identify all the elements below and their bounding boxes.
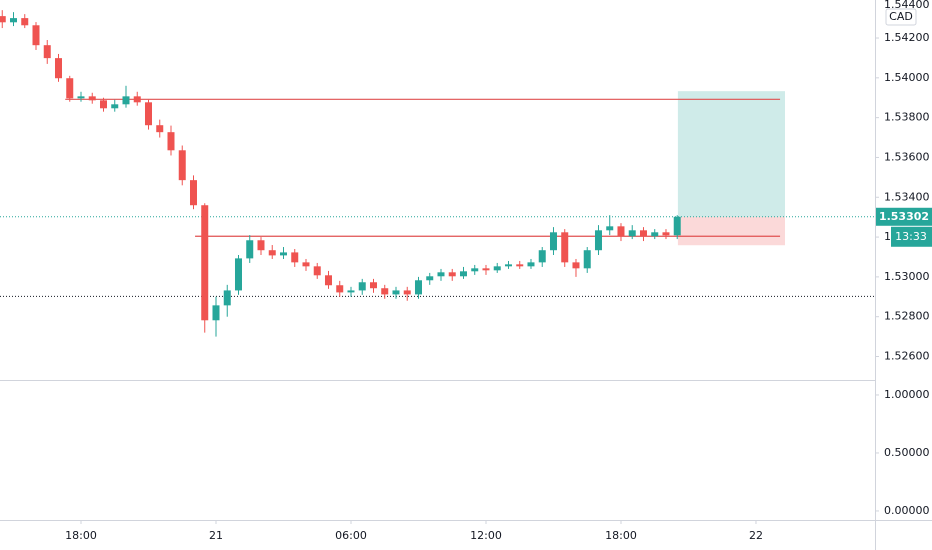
y-tick-label: 1.52800 — [884, 310, 930, 323]
candle-body — [549, 232, 557, 251]
currency-box — [885, 8, 917, 26]
candle-body — [673, 216, 681, 236]
candle-body — [651, 232, 659, 237]
indicator-tick-label: 1.00000 — [884, 388, 930, 401]
candle-body — [617, 226, 625, 237]
candle-body — [527, 262, 535, 267]
candle-body — [212, 305, 220, 321]
candle-body — [459, 271, 467, 277]
candle-body — [414, 280, 422, 295]
candle-body — [246, 240, 254, 259]
candle-body — [21, 18, 29, 26]
candle-body — [381, 288, 389, 295]
candle-body — [122, 96, 130, 105]
y-tick-label: 1.53800 — [884, 111, 930, 124]
countdown-box — [891, 226, 932, 247]
candle-body — [201, 205, 209, 321]
candle-body — [516, 264, 524, 267]
candle-body — [493, 266, 501, 271]
x-tick-label: 18:00 — [605, 529, 637, 542]
candle-body — [594, 230, 602, 251]
candle-body — [189, 180, 197, 206]
candle-body — [437, 272, 445, 277]
candle-body — [482, 268, 490, 271]
candle-body — [291, 252, 299, 263]
x-tick-label: 06:00 — [335, 529, 367, 542]
candle-body — [336, 285, 344, 293]
candle-body — [257, 240, 265, 251]
candle-body — [223, 290, 231, 306]
candle-body — [178, 150, 186, 181]
candle-body — [66, 78, 74, 99]
x-tick-label: 22 — [749, 529, 763, 542]
y-tick-label: 1.53400 — [884, 190, 930, 203]
candle-body — [369, 282, 377, 289]
candle-body — [504, 264, 512, 267]
candle-body — [358, 282, 366, 291]
candle-body — [347, 290, 355, 293]
candle-body — [628, 230, 636, 237]
y-tick-label: 1.52600 — [884, 350, 930, 363]
candle-body — [313, 266, 321, 276]
y-tick-label: 1.54200 — [884, 31, 930, 44]
candle-body — [9, 18, 17, 23]
candle-body — [448, 272, 456, 277]
price-axis-bg — [876, 0, 932, 520]
candle-body — [561, 232, 569, 263]
candle-body — [54, 58, 62, 79]
countdown-label: 13:33 — [895, 230, 927, 243]
candle-body — [572, 262, 580, 269]
candle-body — [403, 290, 411, 295]
stop-zone — [677, 216, 786, 246]
candle-body — [639, 230, 647, 237]
last-price-label: 1.53302 — [879, 210, 929, 223]
candle-body — [133, 96, 141, 103]
candle-body — [88, 96, 96, 101]
candle-body — [538, 250, 546, 263]
x-tick-label: 18:00 — [65, 529, 97, 542]
candle-body — [144, 102, 152, 126]
candle-body — [302, 262, 310, 267]
y-tick-label: 1.53600 — [884, 150, 930, 163]
candle-body — [279, 252, 287, 256]
indicator-tick-label: 0.50000 — [884, 446, 930, 459]
candle-body — [167, 132, 175, 151]
candle-body — [43, 45, 51, 59]
x-tick-label: 12:00 — [470, 529, 502, 542]
candle-body — [426, 276, 434, 281]
candle-body — [0, 16, 6, 23]
last-price-box — [876, 207, 932, 226]
candle-body — [156, 125, 164, 133]
candle-body — [32, 25, 40, 46]
y-tick-label: 1.53000 — [884, 270, 930, 283]
candle-body — [268, 250, 276, 256]
target-zone — [677, 91, 786, 217]
candle-body — [99, 100, 107, 109]
candle-body — [392, 290, 400, 295]
y-tick-label: 1.54000 — [884, 71, 930, 84]
candle-body — [606, 226, 614, 231]
candle-body — [324, 275, 332, 286]
candle-body — [471, 268, 479, 272]
candle-body — [662, 232, 670, 236]
indicator-tick-label: 0.00000 — [884, 504, 930, 517]
candle-body — [583, 250, 591, 269]
x-tick-label: 21 — [209, 529, 223, 542]
currency-label: CAD — [889, 10, 913, 23]
candle-body — [111, 104, 119, 109]
candle-body — [234, 258, 242, 291]
y-tick-label: 1.54400 — [884, 0, 930, 11]
candle-body — [77, 96, 85, 99]
